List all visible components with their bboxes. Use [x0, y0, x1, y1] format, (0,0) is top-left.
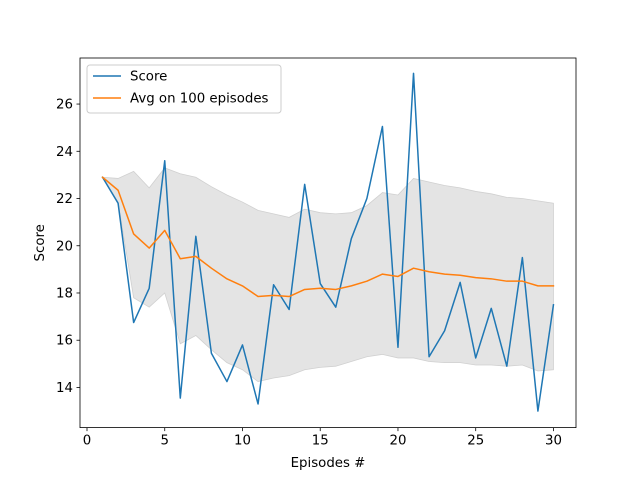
series-layer [101, 72, 555, 412]
y-tick-label: 20 [56, 239, 73, 254]
avg-legend-label: Avg on 100 episodes [130, 92, 269, 107]
legend-items: Score Avg on 100 episodes [93, 70, 269, 107]
legend: Score Avg on 100 episodes [86, 64, 282, 114]
y-tick-label: 22 [56, 192, 73, 207]
avg-series-line [101, 176, 555, 298]
score-series-line [101, 72, 555, 412]
y-tick-label: 16 [56, 334, 73, 349]
x-tick-label: 20 [389, 434, 406, 449]
y-axis-ticks: 14 16 18 20 22 24 26 [56, 98, 80, 396]
x-tick-label: 5 [160, 434, 168, 449]
x-tick-label: 0 [83, 434, 91, 449]
x-axis-ticks: 0 5 10 15 20 25 30 [83, 427, 562, 449]
x-tick-label: 25 [467, 434, 484, 449]
x-tick-label: 30 [545, 434, 562, 449]
y-tick-label: 18 [56, 286, 73, 301]
x-tick-label: 10 [234, 434, 251, 449]
legend-box [86, 64, 282, 114]
score-legend-label: Score [130, 70, 167, 85]
x-axis-label: Episodes # [291, 456, 366, 471]
x-tick-label: 15 [312, 434, 329, 449]
y-axis-label: Score [33, 224, 48, 261]
plot-area: 0 5 10 15 20 25 30 14 16 18 20 22 24 26 [56, 57, 577, 449]
y-tick-label: 26 [56, 98, 73, 113]
axes-frame [79, 57, 577, 429]
y-tick-label: 24 [56, 145, 73, 160]
y-tick-label: 14 [56, 381, 73, 396]
